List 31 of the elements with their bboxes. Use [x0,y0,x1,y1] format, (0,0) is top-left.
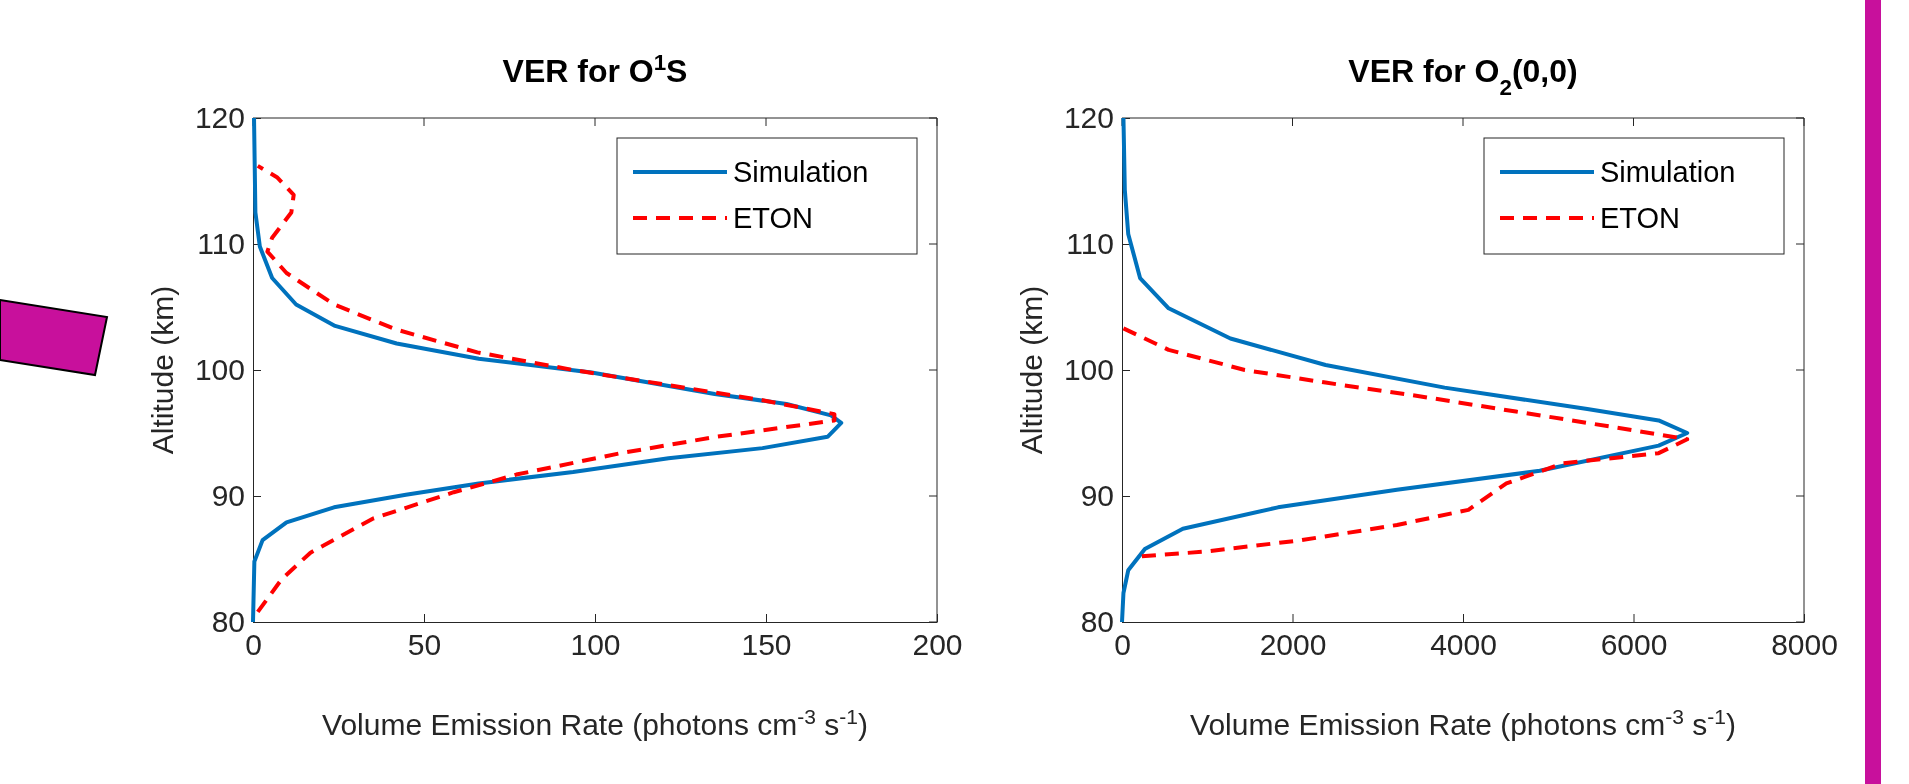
y-tick-label: 100 [1063,353,1114,387]
x-tick-label: 8000 [1771,628,1838,662]
line-series [1121,326,1690,559]
y-tick-label: 90 [211,479,245,513]
chart-title: VER for O$^{1}$S [502,49,688,89]
legend-label: Simulation [733,156,869,188]
y-axis-title: Altitude (km) [1015,285,1048,455]
x-tick-label: 100 [570,628,621,662]
x-tick-label: 150 [741,628,792,662]
x-tick-label: 50 [407,628,442,662]
x-tick-label: 4000 [1430,628,1497,662]
y-tick-label: 80 [1080,605,1114,639]
y-tick-label: 100 [194,353,245,387]
x-axis-title: Volume Emission Rate (photons cm$^{-3}$ s$^{-1}$) [322,704,868,741]
y-axis-title: Altitude (km) [146,285,179,455]
y-tick-label: 120 [1063,101,1114,135]
x-axis-title: Volume Emission Rate (photons cm$^{-3}$ s$^{-1}$) [1190,704,1736,741]
legend-label: ETON [733,202,814,234]
chart-title: VER for O$_{2}$(0,0) [1348,53,1578,100]
y-tick-label: 120 [194,101,245,135]
y-tick-label: 80 [211,605,245,639]
x-tick-label: 0 [245,628,262,662]
y-tick-label: 110 [1066,227,1114,261]
x-tick-label: 2000 [1259,628,1327,662]
legend-label: ETON [1600,202,1681,234]
x-tick-label: 200 [912,628,963,662]
y-tick-label: 90 [1080,479,1114,513]
y-tick-label: 110 [197,227,245,261]
legend-label: Simulation [1600,156,1736,188]
x-tick-label: 0 [1114,628,1131,662]
x-tick-label: 6000 [1600,628,1668,662]
